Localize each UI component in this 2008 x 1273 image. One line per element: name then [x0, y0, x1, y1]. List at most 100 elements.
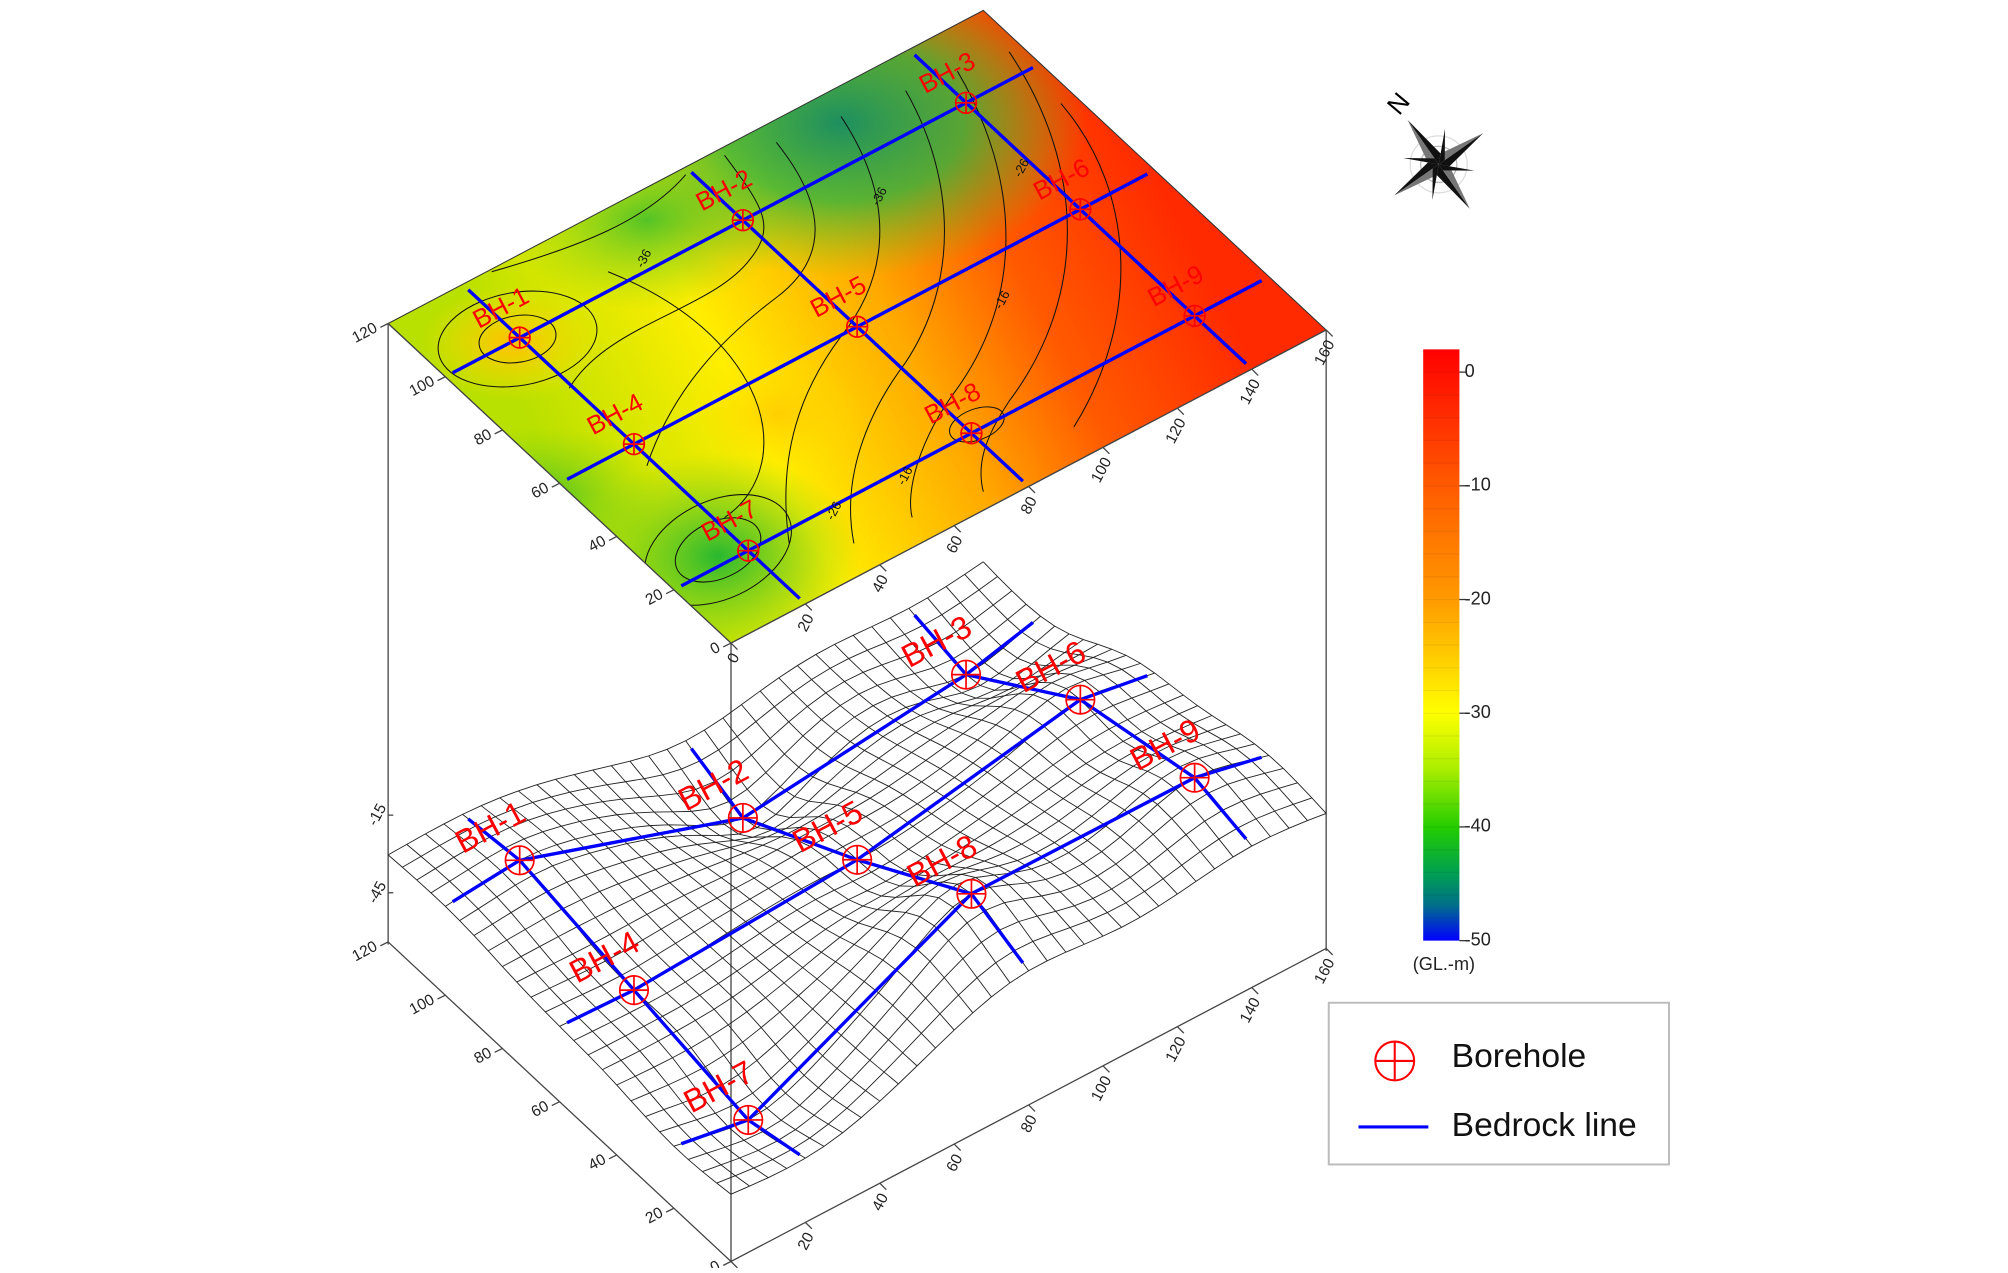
borehole — [622, 432, 646, 456]
legend-box — [1327, 1001, 1670, 1166]
x-tick-label: 60 — [943, 1151, 966, 1175]
borehole — [954, 91, 978, 114]
y-tick-label: 20 — [643, 586, 667, 609]
x-tick-label: 40 — [869, 572, 892, 596]
tick-mark — [380, 941, 389, 947]
tick-mark — [1102, 446, 1110, 455]
tick-mark — [879, 564, 887, 572]
tick-mark — [879, 1182, 887, 1191]
mesh-line — [616, 715, 1213, 1086]
tick-mark — [804, 1221, 813, 1230]
y-tick-label: 60 — [529, 479, 553, 502]
borehole-label: BH-9 — [1124, 711, 1206, 777]
x-tick-label: 100 — [1088, 455, 1115, 486]
y-tick-label: 0 — [708, 639, 724, 658]
mesh-line — [964, 574, 1308, 821]
borehole — [737, 539, 760, 562]
x-tick-label: 140 — [1237, 376, 1264, 407]
mesh-line — [502, 643, 1098, 967]
mesh-line — [927, 597, 1271, 837]
tick-mark — [551, 482, 560, 488]
mesh-line — [688, 767, 1284, 1160]
tick-mark — [722, 1260, 732, 1266]
x-tick-label: 80 — [1018, 494, 1041, 518]
mesh-line — [545, 662, 1141, 1013]
tick-mark — [1251, 368, 1259, 377]
x-tick-label: 40 — [869, 1190, 892, 1214]
x-tick-label: 20 — [795, 611, 818, 635]
borehole — [956, 878, 987, 909]
tick-mark — [551, 1101, 560, 1107]
borehole — [618, 975, 650, 1006]
mesh-line — [530, 654, 1127, 998]
mesh-line — [610, 765, 955, 1031]
colorbar-tick-label: -40 — [1465, 816, 1491, 836]
tick-mark — [437, 994, 446, 1000]
y-tick-label: 100 — [407, 991, 438, 1018]
borehole — [1065, 684, 1096, 715]
north-label: N — [1382, 88, 1415, 120]
x-tick-label: 80 — [1018, 1112, 1041, 1136]
tick-mark — [608, 535, 618, 541]
x-tick-label: 120 — [1163, 1034, 1190, 1065]
colorbar-tick-label: 0 — [1465, 361, 1475, 381]
mesh-line — [459, 625, 1056, 921]
borehole — [504, 845, 535, 876]
mesh-line — [592, 769, 936, 1049]
tick-mark — [665, 1207, 675, 1213]
x-tick-label: 120 — [1163, 415, 1190, 446]
legend: Borehole Bedrock line — [1327, 1001, 1670, 1166]
mesh-line — [645, 733, 1241, 1118]
contours — [437, 51, 1122, 606]
tick-mark — [608, 1154, 618, 1160]
y-tick-label: 20 — [643, 1204, 667, 1227]
borehole-label: BH-4 — [563, 924, 645, 990]
z-tick-label: -45 — [365, 879, 391, 907]
borehole — [1179, 762, 1210, 793]
tick-mark — [1176, 1026, 1185, 1034]
z-tick-label: -15 — [365, 801, 391, 829]
mesh-line — [573, 683, 1170, 1041]
colorbar-tick-label: -10 — [1465, 475, 1491, 495]
x-tick-label: 100 — [1088, 1073, 1115, 1104]
borehole — [950, 659, 982, 690]
mesh-line — [602, 705, 1198, 1071]
tick-mark — [722, 642, 732, 648]
y-tick-label: 100 — [407, 373, 438, 400]
borehole — [1183, 304, 1206, 328]
legend-label: Borehole — [1452, 1038, 1587, 1075]
x-tick-label: 0 — [724, 650, 743, 666]
y-tick-label: 80 — [471, 1044, 495, 1067]
colorbar — [1423, 349, 1460, 941]
colorbar-tick-label: -30 — [1465, 702, 1491, 722]
mesh-line — [945, 586, 1290, 829]
borehole — [845, 315, 869, 338]
mesh-line — [659, 743, 1255, 1133]
borehole-label: BH-1 — [449, 794, 531, 860]
mesh-line — [730, 813, 1327, 1195]
tick-mark — [494, 1047, 503, 1053]
tick-mark — [437, 376, 446, 382]
colorbar-tick-label: -50 — [1465, 929, 1491, 949]
mesh-line — [487, 639, 1084, 952]
borehole — [1069, 198, 1092, 221]
colorbar-label: (GL.-m) — [1413, 954, 1475, 974]
legend-borehole-symbol — [1374, 1040, 1416, 1082]
borehole-label: BH-6 — [1010, 633, 1092, 699]
borehole — [733, 1104, 764, 1136]
y-tick-label: 80 — [471, 426, 495, 449]
tick-mark — [380, 322, 389, 328]
y-tick-label: 60 — [529, 1098, 553, 1121]
y-tick-label: 0 — [708, 1257, 724, 1268]
tick-mark — [730, 1261, 738, 1269]
tick-mark — [953, 1143, 962, 1152]
y-tick-label: 40 — [586, 532, 610, 555]
colorbar-tick-label: -20 — [1465, 588, 1491, 608]
borehole — [508, 326, 531, 349]
borehole — [727, 802, 758, 834]
mesh-line — [587, 694, 1184, 1056]
borehole — [960, 422, 983, 445]
tick-mark — [494, 429, 503, 435]
